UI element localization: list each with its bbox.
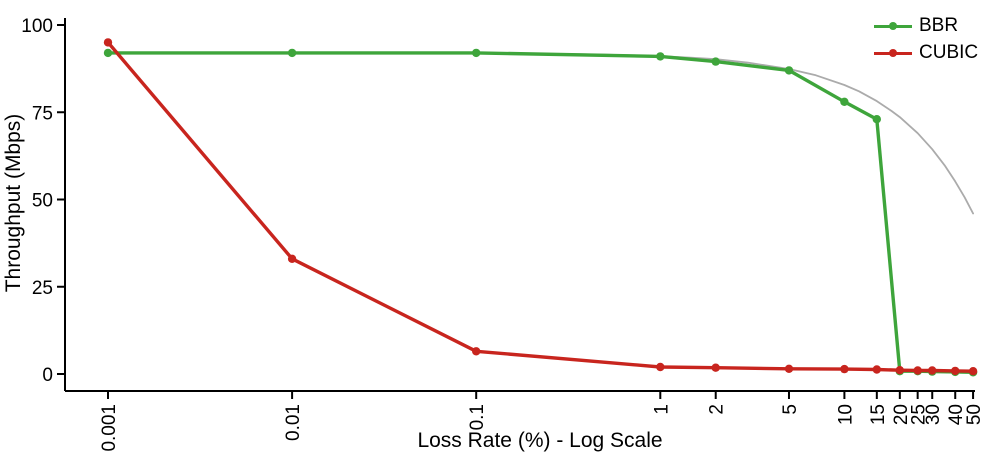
bbr-marker [872,115,881,124]
y-axis-ticks: 0 25 50 75 100 [21,16,65,386]
legend: BBR CUBIC [874,16,978,63]
y-tick-label: 75 [32,103,53,124]
x-tick-label: 0.01 [283,404,304,441]
bbr-marker [840,97,849,107]
legend-item-bbr: BBR [874,16,978,36]
x-tick-label: 20 [891,404,912,425]
y-tick-label: 0 [42,365,53,386]
bbr-marker [287,48,297,58]
bbr-marker [472,48,481,58]
y-tick-label: 50 [32,191,53,212]
cubic-marker [472,347,481,356]
cubic-marker [951,366,960,376]
y-tick-label: 25 [32,278,53,299]
cubic-marker [872,365,881,374]
x-tick-label: 5 [780,404,801,415]
x-tick-label: 2 [707,404,728,415]
x-tick-label: 10 [835,404,856,425]
cubic-line [106,40,975,373]
bbr-marker [784,66,794,75]
cubic-marker [103,38,113,47]
bbr-marker [103,48,113,58]
x-tick-label: 30 [923,404,944,425]
cubic-line-sample [874,43,912,63]
bbr-marker [711,57,720,66]
legend-label-bbr: BBR [919,15,959,36]
legend-item-cubic: CUBIC [874,43,978,63]
y-tick-label: 100 [21,16,53,37]
bbr-marker [656,52,665,61]
x-tick-label: 1 [651,404,672,415]
bbr-line-sample [874,16,912,36]
ideal-curve-line [107,52,974,215]
cubic-marker [840,364,849,374]
series-cubic [103,38,978,376]
x-tick-label: 25 [909,404,930,425]
x-tick-label: 50 [964,404,985,425]
x-tick-label: 0.001 [99,404,120,452]
cubic-marker [711,363,720,372]
cubic-marker [928,366,937,375]
x-tick-label: 40 [946,404,967,425]
cubic-marker [913,366,922,375]
y-axis-title: Throughput (Mbps) [2,114,25,293]
cubic-marker [784,364,794,373]
cubic-marker [968,367,978,376]
x-axis-title: Loss Rate (%) - Log Scale [417,429,662,452]
legend-label-cubic: CUBIC [919,42,979,63]
cubic-marker [895,366,904,375]
x-tick-label: 15 [868,404,889,425]
cubic-marker [287,254,297,263]
x-tick-label: 0.1 [467,404,488,430]
series-bbr [103,48,978,377]
cubic-marker [656,362,665,372]
